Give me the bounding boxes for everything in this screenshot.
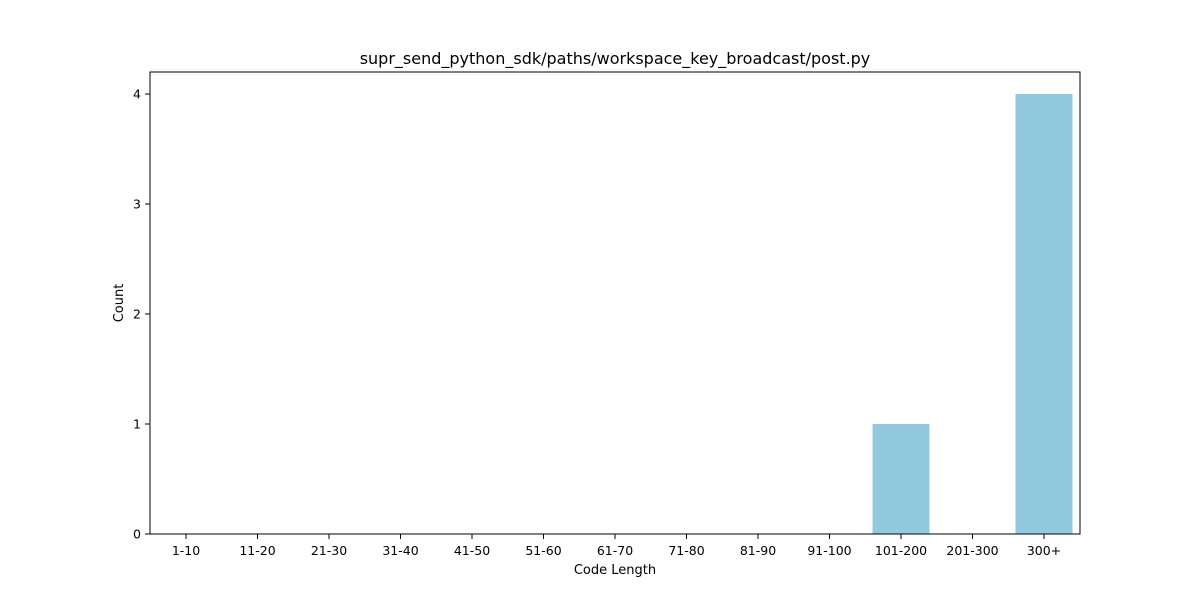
y-axis-ticks: 0 1 2 3 4 xyxy=(133,87,150,542)
x-tick-label: 91-100 xyxy=(807,543,851,558)
y-tick-label: 4 xyxy=(133,87,141,102)
chart-title: supr_send_python_sdk/paths/workspace_key… xyxy=(360,49,871,69)
x-tick-label: 11-20 xyxy=(239,543,275,558)
x-tick-label: 61-70 xyxy=(597,543,633,558)
plot-frame xyxy=(149,71,1081,535)
x-tick-label: 71-80 xyxy=(668,543,704,558)
x-tick-label: 201-300 xyxy=(946,543,998,558)
x-tick-label: 51-60 xyxy=(525,543,561,558)
x-tick-label: 101-200 xyxy=(875,543,927,558)
bars-group xyxy=(872,94,1073,534)
x-axis-ticks: 1-10 11-20 21-30 31-40 41-50 51-60 61-70 71-80 8… xyxy=(172,534,1061,558)
x-tick-label: 1-10 xyxy=(172,543,200,558)
x-tick-label: 81-90 xyxy=(740,543,776,558)
x-tick-label: 21-30 xyxy=(311,543,347,558)
bar-300+ xyxy=(1015,94,1073,534)
x-axis-label: Code Length xyxy=(574,563,656,578)
y-tick-label: 2 xyxy=(133,307,141,322)
y-tick-label: 1 xyxy=(133,417,141,432)
y-tick-label: 0 xyxy=(133,527,141,542)
y-tick-label: 3 xyxy=(133,197,141,212)
y-axis-label: Count xyxy=(112,284,127,323)
x-tick-label: 300+ xyxy=(1027,543,1061,558)
x-tick-label: 31-40 xyxy=(382,543,418,558)
x-tick-label: 41-50 xyxy=(454,543,490,558)
bar-101-200 xyxy=(872,424,930,534)
